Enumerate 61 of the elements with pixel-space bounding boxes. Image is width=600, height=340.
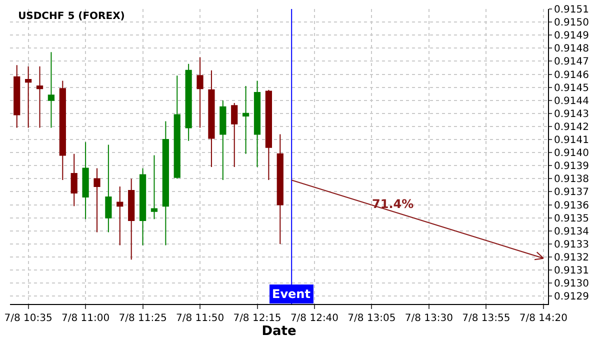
x-axis-title: Date [262, 324, 296, 339]
x-tick-label: 7/8 11:00 [62, 313, 110, 324]
candlestick [59, 80, 66, 180]
y-tick-label: 0.9147 [554, 56, 589, 68]
y-tick-label: 0.9142 [554, 122, 589, 133]
annotation: 71.4% [372, 197, 414, 211]
candlestick [231, 102, 238, 168]
x-tick-label: 7/8 11:50 [176, 313, 224, 324]
y-tick-label: 0.9141 [554, 135, 589, 146]
y-tick-label: 0.9133 [554, 239, 589, 250]
y-tick-label: 0.9145 [554, 82, 589, 94]
x-tick-label: 7/8 12:40 [290, 313, 339, 324]
candlestick [70, 153, 78, 207]
y-tick-label: 0.9140 [554, 148, 589, 160]
y-tick-label: 0.9130 [554, 278, 589, 290]
y-tick-label: 0.9149 [554, 30, 589, 42]
y-tick-label: 0.9146 [554, 70, 589, 81]
candlestick [208, 70, 215, 168]
candlestick [82, 142, 89, 220]
y-tick-label: 0.9143 [554, 108, 589, 120]
candlestick [242, 86, 250, 154]
candlestick [36, 66, 44, 128]
y-tick-label: 0.9144 [554, 96, 589, 107]
y-tick-label: 0.9136 [554, 200, 589, 212]
candlestick [185, 63, 192, 142]
candlestick [276, 134, 284, 244]
x-tick-label: 7/8 12:15 [233, 313, 282, 324]
candlestick [196, 56, 204, 128]
candlestick [139, 168, 146, 246]
candlestick [105, 144, 112, 233]
y-tick-label: 0.9139 [554, 161, 589, 172]
y-tick-label: 0.9132 [554, 252, 589, 264]
chart-title: USDCHF 5 (FOREX) [18, 10, 125, 22]
candlestick [48, 52, 55, 128]
y-tick-label: 0.9150 [554, 18, 589, 29]
ref-line-label: Event [272, 287, 311, 301]
candlestick [174, 75, 180, 180]
x-tick-label: 7/8 11:25 [118, 313, 167, 324]
x-tick-label: 7/8 10:35 [4, 313, 52, 324]
candlestick [150, 154, 158, 220]
candlestick [265, 89, 272, 180]
y-tick-label: 0.9151 [554, 4, 589, 16]
y-tick-label: 0.9135 [554, 213, 589, 224]
x-tick-label: 7/8 13:05 [348, 313, 396, 324]
x-tick-label: 7/8 14:20 [519, 313, 568, 324]
candlestick [128, 178, 135, 260]
y-tick-label: 0.9148 [554, 44, 589, 55]
candlestick [162, 120, 169, 246]
candlestick [220, 100, 226, 180]
y-tick-label: 0.9137 [554, 187, 589, 198]
candlestick [116, 186, 124, 246]
x-tick-label: 7/8 13:55 [462, 313, 510, 324]
y-tick-label: 0.9134 [554, 226, 589, 238]
candlestick [254, 80, 261, 168]
candlestick [94, 168, 100, 233]
y-tick-label: 0.9138 [554, 174, 589, 186]
x-tick-label: 7/8 13:30 [404, 313, 453, 324]
candlestick [14, 64, 20, 128]
y-tick-label: 0.9131 [554, 266, 589, 277]
y-tick-label: 0.9129 [554, 292, 589, 303]
candlestick [25, 66, 32, 128]
